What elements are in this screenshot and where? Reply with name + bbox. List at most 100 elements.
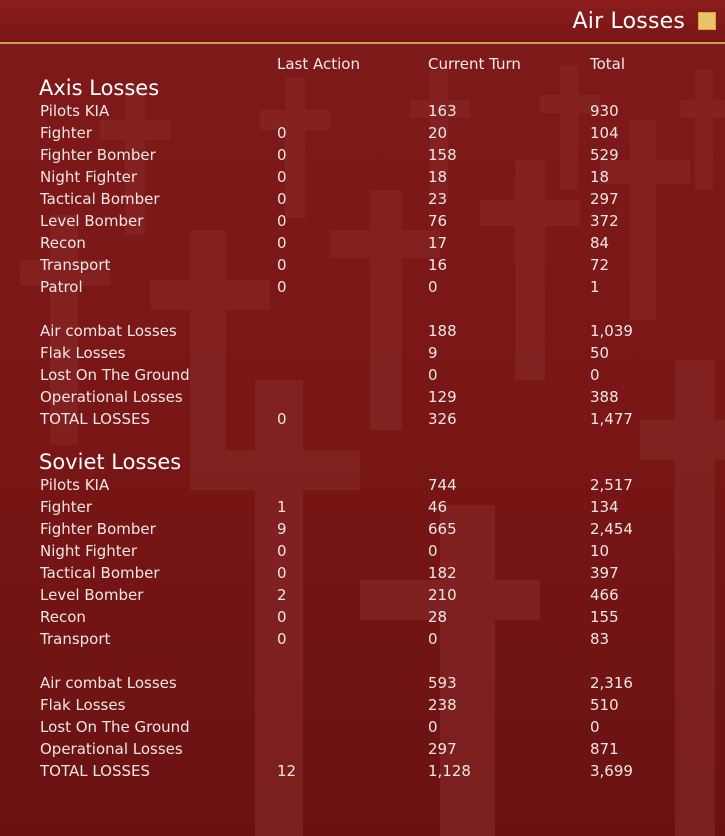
row-label: Pilots KIA (40, 476, 110, 494)
current-turn-value: 9 (428, 344, 438, 362)
table-row: Air combat Losses 593 2,316 (0, 674, 725, 696)
table-row: Transport 0 0 83 (0, 630, 725, 652)
total-value: 2,517 (590, 476, 633, 494)
total-value: 50 (590, 344, 610, 362)
total-value: 72 (590, 256, 610, 274)
current-turn-value: 163 (428, 102, 457, 120)
current-turn-value: 210 (428, 586, 457, 604)
current-turn-value: 46 (428, 498, 448, 516)
table-row: Patrol 0 0 1 (0, 278, 725, 300)
current-turn-value: 17 (428, 234, 448, 252)
total-value: 397 (590, 564, 619, 582)
row-label: Level Bomber (40, 586, 144, 604)
row-label: Air combat Losses (40, 322, 177, 340)
table-row: Lost On The Ground 0 0 (0, 366, 725, 388)
table-row: Lost On The Ground 0 0 (0, 718, 725, 740)
column-header-total: Total (590, 55, 626, 73)
current-turn-value: 0 (428, 718, 438, 736)
total-value: 134 (590, 498, 619, 516)
current-turn-value: 28 (428, 608, 448, 626)
row-label: Recon (40, 608, 86, 626)
row-label: Patrol (40, 278, 83, 296)
current-turn-value: 1,128 (428, 762, 471, 780)
total-value: 10 (590, 542, 610, 560)
total-value: 2,454 (590, 520, 633, 538)
total-value: 930 (590, 102, 619, 120)
current-turn-value: 0 (428, 278, 438, 296)
current-turn-value: 188 (428, 322, 457, 340)
row-label: Fighter (40, 124, 93, 142)
last-action-value: 0 (277, 168, 287, 186)
total-value: 871 (590, 740, 619, 758)
row-label: Tactical Bomber (40, 190, 160, 208)
row-label: Operational Losses (40, 740, 183, 758)
row-label: Flak Losses (40, 344, 126, 362)
table-row: Flak Losses 9 50 (0, 344, 725, 366)
window-title: Air Losses (572, 9, 685, 34)
table-row: Pilots KIA 163 930 (0, 102, 725, 124)
last-action-value: 1 (277, 498, 287, 516)
last-action-value: 9 (277, 520, 287, 538)
last-action-value: 0 (277, 542, 287, 560)
current-turn-value: 182 (428, 564, 457, 582)
current-turn-value: 593 (428, 674, 457, 692)
row-label: Recon (40, 234, 86, 252)
row-label: Level Bomber (40, 212, 144, 230)
row-label: TOTAL LOSSES (40, 762, 151, 780)
last-action-value: 0 (277, 564, 287, 582)
last-action-value: 0 (277, 630, 287, 648)
total-value: 0 (590, 366, 600, 384)
column-header-current-turn: Current Turn (428, 55, 521, 73)
last-action-value: 0 (277, 278, 287, 296)
total-value: 1 (590, 278, 600, 296)
last-action-value: 0 (277, 256, 287, 274)
total-value: 510 (590, 696, 619, 714)
section-title: Soviet Losses (39, 450, 182, 474)
table-row: Level Bomber 2 210 466 (0, 586, 725, 608)
current-turn-value: 744 (428, 476, 457, 494)
last-action-value: 0 (277, 410, 287, 428)
last-action-value: 0 (277, 124, 287, 142)
current-turn-value: 16 (428, 256, 448, 274)
table-row: TOTAL LOSSES 0 326 1,477 (0, 410, 725, 432)
table-row: Tactical Bomber 0 23 297 (0, 190, 725, 212)
table-row: Operational Losses 129 388 (0, 388, 725, 410)
total-value: 18 (590, 168, 610, 186)
last-action-value: 12 (277, 762, 297, 780)
total-value: 3,699 (590, 762, 633, 780)
total-value: 372 (590, 212, 619, 230)
table-row: TOTAL LOSSES 12 1,128 3,699 (0, 762, 725, 784)
current-turn-value: 0 (428, 630, 438, 648)
total-value: 297 (590, 190, 619, 208)
last-action-value: 0 (277, 212, 287, 230)
current-turn-value: 297 (428, 740, 457, 758)
title-bar: Air Losses (0, 0, 725, 44)
last-action-value: 0 (277, 234, 287, 252)
total-value: 1,477 (590, 410, 633, 428)
total-value: 2,316 (590, 674, 633, 692)
table-row: Flak Losses 238 510 (0, 696, 725, 718)
row-label: Fighter Bomber (40, 520, 156, 538)
row-label: Lost On The Ground (40, 366, 190, 384)
row-label: Air combat Losses (40, 674, 177, 692)
table-row: Tactical Bomber 0 182 397 (0, 564, 725, 586)
total-value: 388 (590, 388, 619, 406)
edit-icon[interactable] (698, 12, 716, 30)
last-action-value: 0 (277, 608, 287, 626)
row-label: Tactical Bomber (40, 564, 160, 582)
total-value: 84 (590, 234, 610, 252)
row-label: TOTAL LOSSES (40, 410, 151, 428)
table-row: Air combat Losses 188 1,039 (0, 322, 725, 344)
row-label: Transport (40, 630, 111, 648)
current-turn-value: 20 (428, 124, 448, 142)
row-label: Lost On The Ground (40, 718, 190, 736)
row-label: Night Fighter (40, 168, 138, 186)
current-turn-value: 23 (428, 190, 448, 208)
last-action-value: 0 (277, 190, 287, 208)
last-action-value: 0 (277, 146, 287, 164)
table-row: Night Fighter 0 18 18 (0, 168, 725, 190)
current-turn-value: 0 (428, 366, 438, 384)
total-value: 155 (590, 608, 619, 626)
